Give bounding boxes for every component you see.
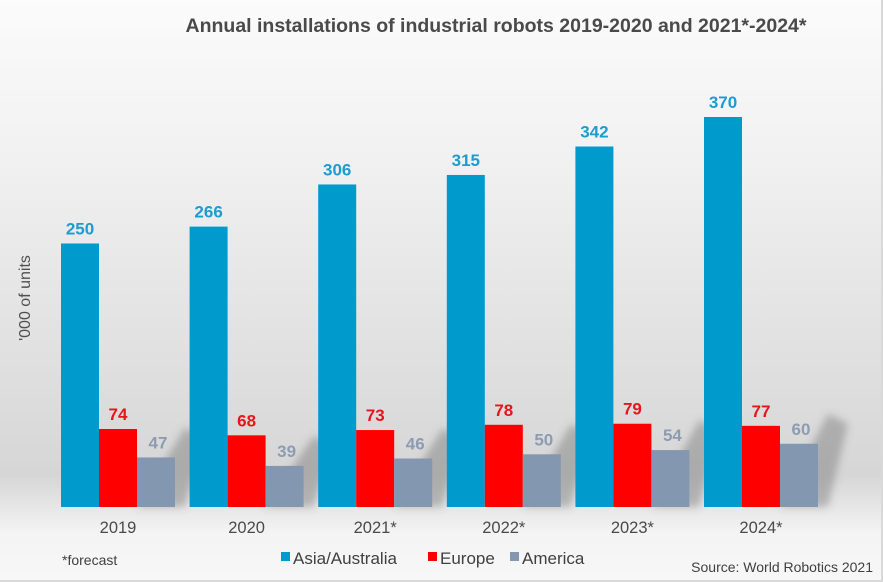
bar-europe-2020: [227, 435, 266, 507]
data-label-europe-2021: 73: [366, 406, 385, 425]
legend: Asia/Australia Europe America: [281, 549, 585, 568]
x-tick-2023: 2023*: [611, 519, 655, 537]
data-label-america-2022: 50: [534, 430, 553, 449]
data-label-america-2023: 54: [663, 426, 682, 445]
data-label-america-2020: 39: [277, 442, 296, 461]
data-label-asia-australia-2023: 342: [580, 123, 608, 142]
legend-swatch-asia-australia: [281, 552, 290, 561]
bar-asia-australia-2019: [61, 243, 99, 507]
legend-item-europe: Europe: [428, 549, 495, 568]
x-tick-2020: 2020: [228, 519, 265, 537]
bar-europe-2019: [99, 429, 137, 507]
data-label-asia-australia-2019: 250: [66, 219, 94, 238]
legend-label-europe: Europe: [440, 549, 495, 568]
data-label-asia-australia-2022: 315: [452, 151, 480, 170]
bar-asia-australia-2022: [446, 174, 485, 508]
bar-america-2020: [265, 465, 304, 507]
legend-item-america: America: [510, 549, 585, 568]
data-label-asia-australia-2024: 370: [709, 93, 737, 112]
x-tick-2024: 2024*: [739, 519, 783, 537]
bar-europe-2022: [484, 424, 523, 507]
legend-label-asia-australia: Asia/Australia: [293, 549, 397, 568]
bar-europe-2021: [356, 430, 395, 507]
data-label-america-2024: 60: [792, 420, 811, 439]
x-tick-2021: 2021*: [354, 519, 398, 537]
x-tick-labels: 2019 2020 2021* 2022* 2023* 2024*: [100, 519, 783, 537]
bar-europe-2023: [613, 423, 652, 507]
legend-swatch-europe: [428, 552, 437, 561]
y-axis-label: '000 of units: [17, 255, 34, 341]
data-label-america-2019: 47: [149, 433, 168, 452]
bar-europe-2024: [742, 425, 780, 507]
bar-asia-australia-2020: [189, 226, 228, 507]
bars: [61, 117, 818, 508]
bar-asia-australia-2021: [318, 184, 357, 507]
bar-america-2022: [522, 454, 561, 507]
data-label-europe-2023: 79: [623, 400, 642, 419]
data-label-europe-2019: 74: [109, 405, 128, 424]
bar-america-2024: [780, 443, 818, 507]
bar-america-2023: [651, 450, 690, 507]
bar-asia-australia-2023: [575, 146, 614, 507]
data-label-america-2021: 46: [406, 435, 425, 454]
data-label-europe-2020: 68: [237, 411, 256, 430]
data-label-europe-2022: 78: [494, 401, 513, 420]
legend-label-america: America: [522, 549, 585, 568]
chart-title: Annual installations of industrial robot…: [186, 15, 807, 37]
x-tick-2022: 2022*: [482, 519, 526, 537]
data-label-asia-australia-2020: 266: [194, 203, 222, 222]
data-label-asia-australia-2021: 306: [323, 160, 351, 179]
bar-america-2019: [137, 457, 175, 507]
x-tick-2019: 2019: [100, 519, 137, 537]
footnote: *forecast: [62, 552, 117, 568]
source-note: Source: World Robotics 2021: [691, 559, 873, 575]
bar-asia-australia-2024: [704, 117, 742, 507]
bar-america-2021: [394, 458, 433, 507]
data-label-europe-2024: 77: [752, 402, 771, 421]
legend-item-asia-australia: Asia/Australia: [281, 549, 397, 568]
legend-swatch-america: [510, 552, 519, 561]
data-labels: 250 74 47 266 68 39 306 73 46 315 78 50 342 79 54 370 77…: [66, 93, 811, 461]
